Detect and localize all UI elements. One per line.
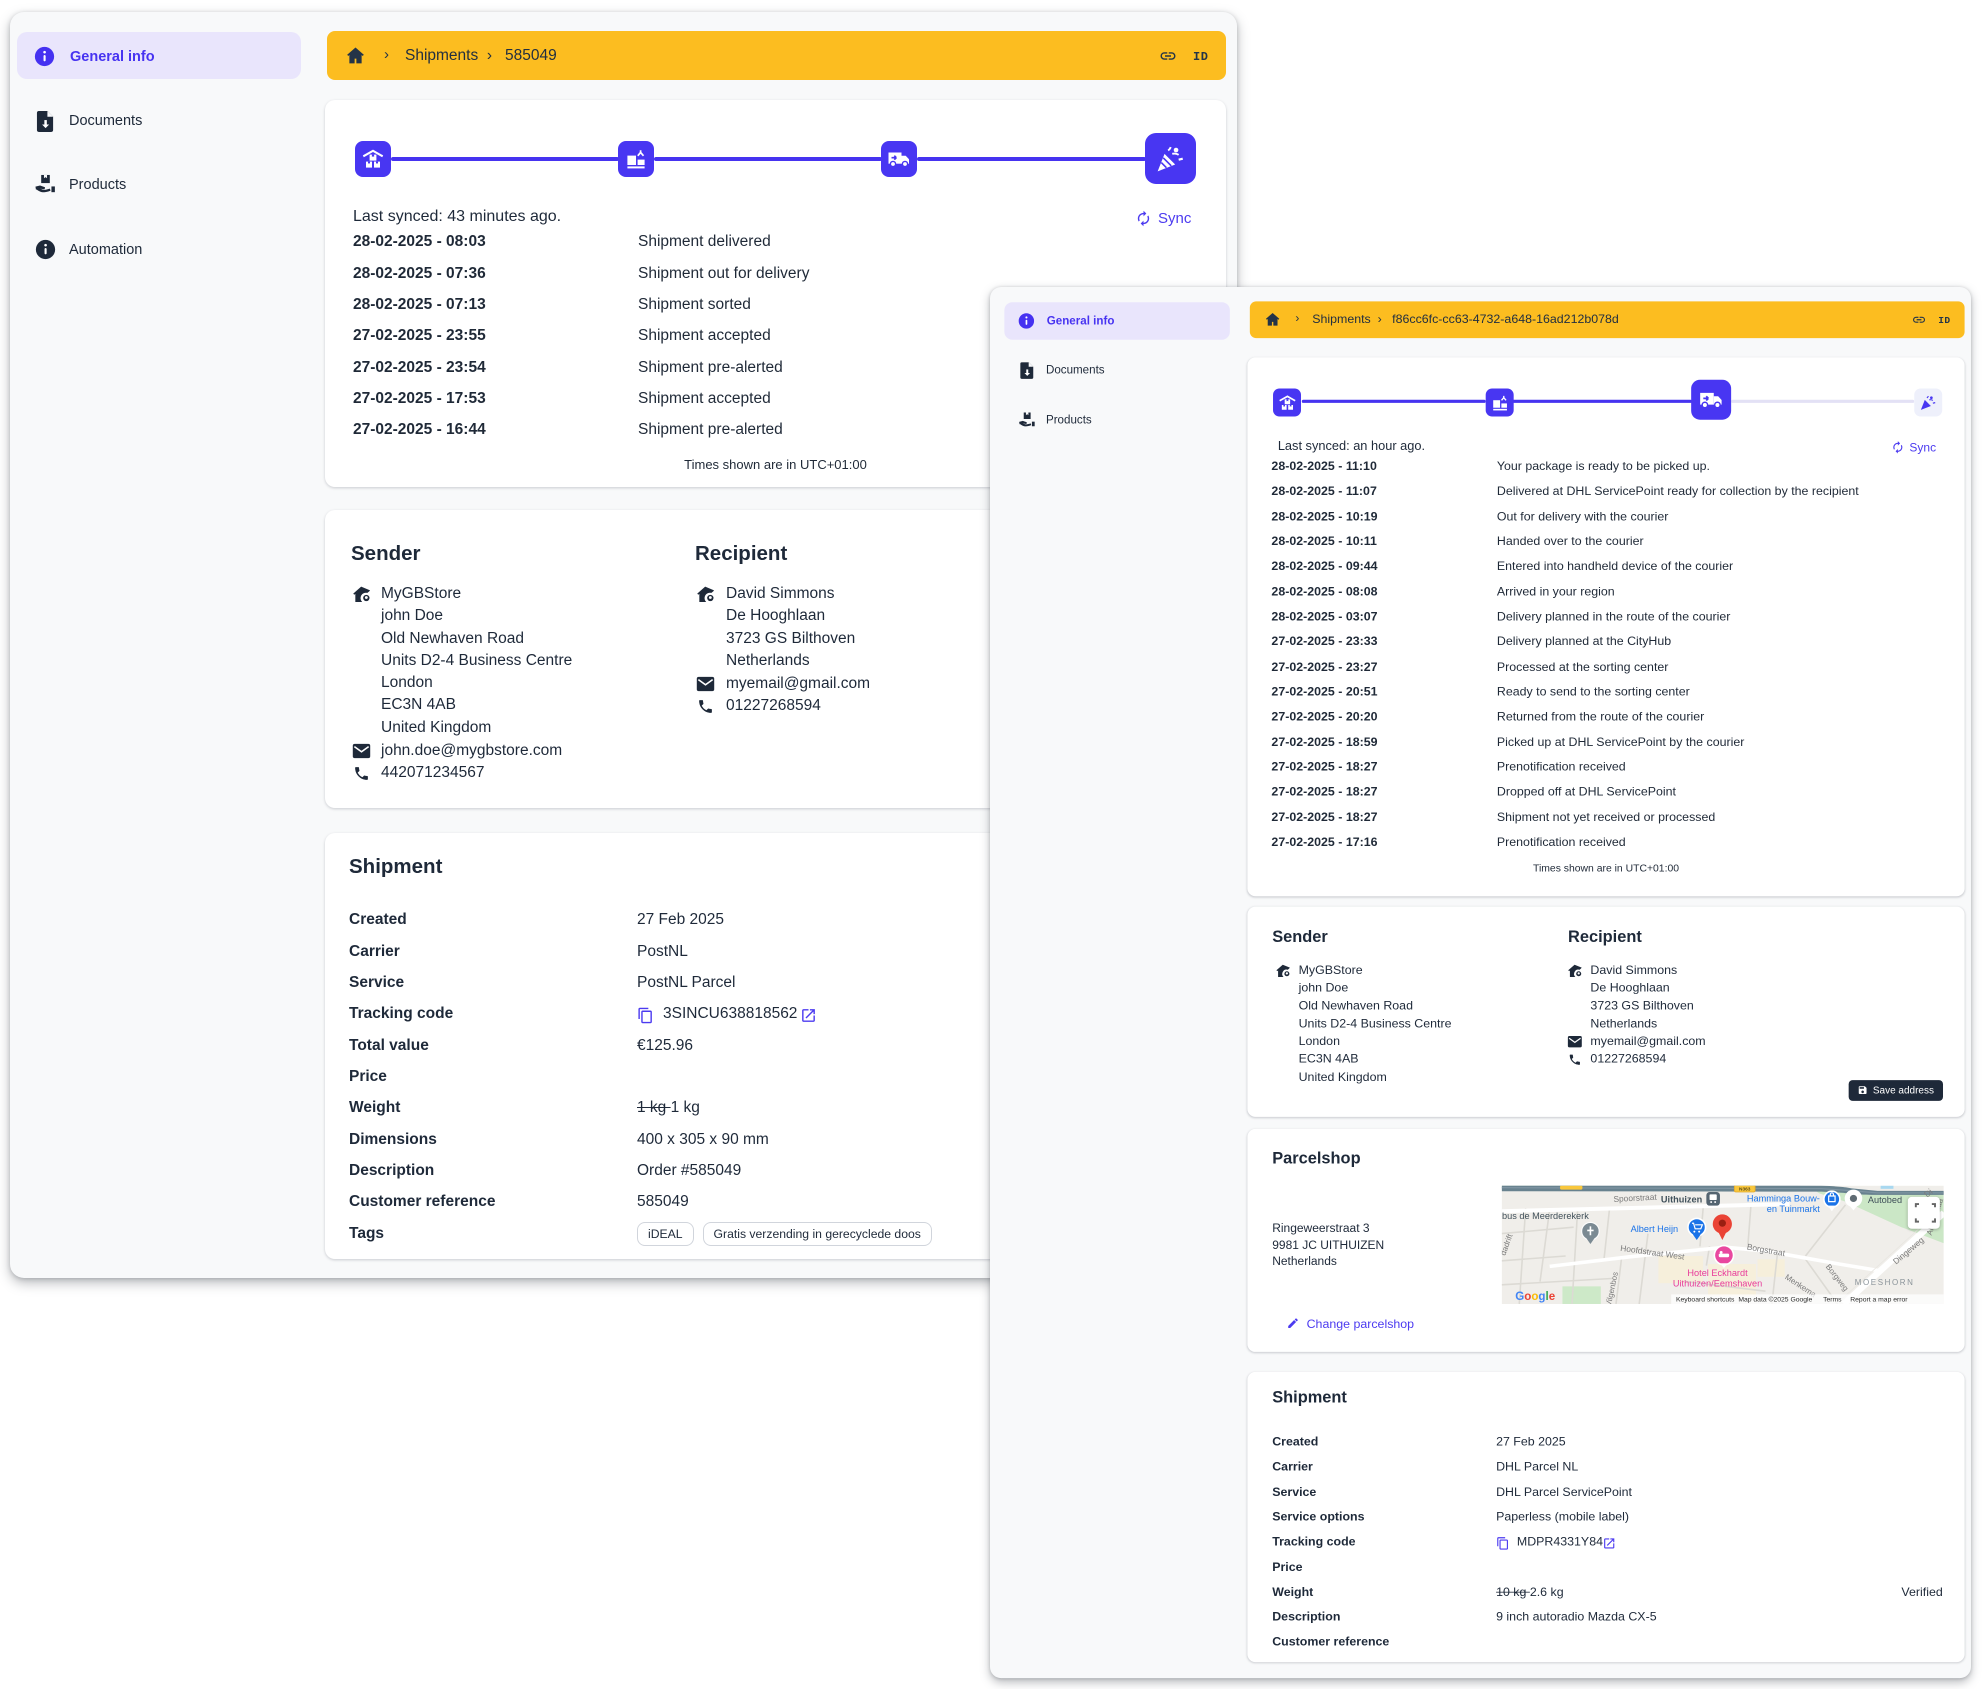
svg-text:Google: Google [1515, 1291, 1555, 1303]
svg-text:MOESHORN: MOESHORN [1855, 1278, 1915, 1287]
svg-text:Albert Heijn: Albert Heijn [1631, 1224, 1679, 1234]
svg-text:Map data ©2025 Google: Map data ©2025 Google [1738, 1296, 1812, 1304]
svg-text:Terms: Terms [1823, 1297, 1842, 1304]
svg-text:Autobed: Autobed [1868, 1195, 1902, 1205]
svg-text:en Tuinmarkt: en Tuinmarkt [1767, 1204, 1821, 1214]
svg-text:Hamminga Bouw-: Hamminga Bouw- [1747, 1194, 1820, 1204]
svg-text:Uithuizen/Eemshaven: Uithuizen/Eemshaven [1673, 1278, 1762, 1288]
svg-text:N363: N363 [1739, 1186, 1751, 1192]
svg-text:Report a map error: Report a map error [1850, 1297, 1908, 1304]
svg-text:Uithuizen: Uithuizen [1661, 1194, 1703, 1204]
svg-text:Keyboard shortcuts: Keyboard shortcuts [1676, 1297, 1735, 1304]
svg-text:Hotel Eckhardt: Hotel Eckhardt [1687, 1268, 1748, 1278]
svg-text:Spoorstraat: Spoorstraat [1613, 1192, 1657, 1204]
svg-text:obus de Meerderekerk: obus de Meerderekerk [1502, 1211, 1590, 1221]
